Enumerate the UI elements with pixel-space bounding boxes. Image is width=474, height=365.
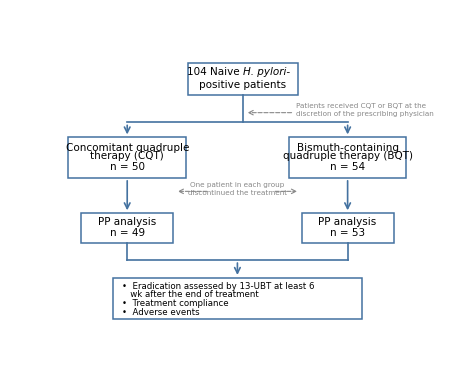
FancyBboxPatch shape xyxy=(289,137,406,178)
FancyBboxPatch shape xyxy=(188,63,298,95)
Text: n = 50: n = 50 xyxy=(109,162,145,172)
Text: Concomitant quadruple: Concomitant quadruple xyxy=(65,143,189,153)
Text: One patient in each group: One patient in each group xyxy=(190,182,284,188)
Text: n = 53: n = 53 xyxy=(330,228,365,238)
Text: PP analysis: PP analysis xyxy=(98,217,156,227)
Text: •  Adverse events: • Adverse events xyxy=(122,308,200,317)
Text: Patients received CQT or BQT at the: Patients received CQT or BQT at the xyxy=(296,103,426,109)
FancyBboxPatch shape xyxy=(68,137,186,178)
Text: positive patients: positive patients xyxy=(200,80,286,89)
Text: discontinued the treatment: discontinued the treatment xyxy=(188,190,287,196)
FancyBboxPatch shape xyxy=(301,213,393,243)
Text: n = 49: n = 49 xyxy=(109,228,145,238)
Text: quadruple therapy (BQT): quadruple therapy (BQT) xyxy=(283,151,413,161)
Text: wk after the end of treatment: wk after the end of treatment xyxy=(122,290,258,299)
Text: discretion of the prescribing physician: discretion of the prescribing physician xyxy=(296,111,434,117)
Text: PP analysis: PP analysis xyxy=(319,217,377,227)
Text: 104 Naive: 104 Naive xyxy=(187,68,243,77)
Text: n = 54: n = 54 xyxy=(330,162,365,172)
Text: Bismuth-containing: Bismuth-containing xyxy=(297,143,399,153)
FancyBboxPatch shape xyxy=(82,213,173,243)
Text: H. pylori-: H. pylori- xyxy=(243,68,290,77)
FancyBboxPatch shape xyxy=(112,278,362,319)
Text: •  Treatment compliance: • Treatment compliance xyxy=(122,299,228,308)
Text: therapy (CQT): therapy (CQT) xyxy=(91,151,164,161)
Text: •  Eradication assessed by 13-UBT at least 6: • Eradication assessed by 13-UBT at leas… xyxy=(122,283,314,291)
